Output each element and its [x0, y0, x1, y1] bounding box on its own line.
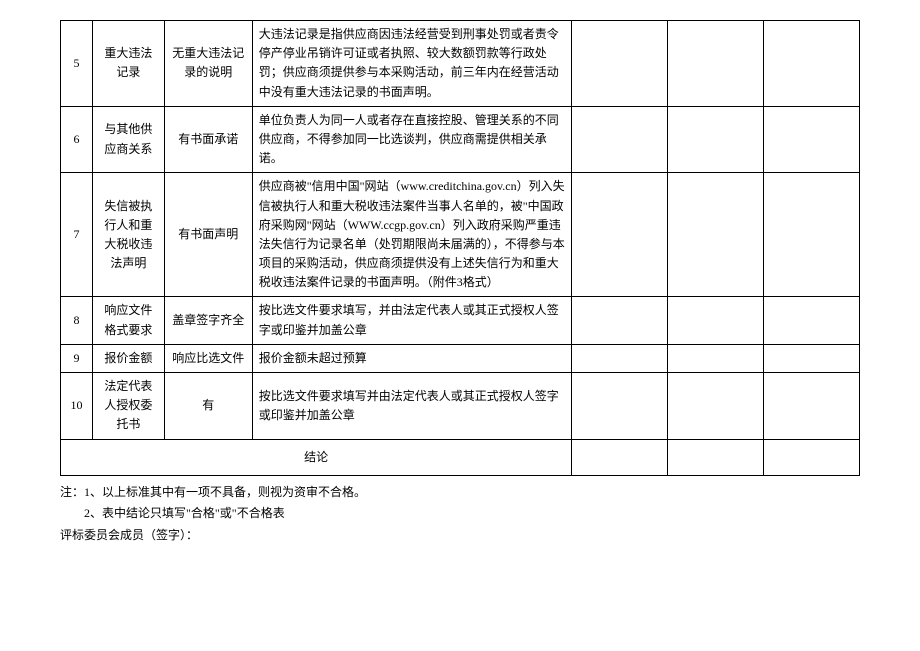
- row-criteria: 有书面声明: [164, 173, 252, 297]
- blank-cell: [668, 21, 764, 107]
- row-desc: 供应商被"信用中国"网站（www.creditchina.gov.cn）列入失信…: [252, 173, 572, 297]
- blank-cell: [764, 297, 860, 344]
- row-num: 9: [61, 344, 93, 372]
- row-criteria: 有: [164, 373, 252, 440]
- row-num: 6: [61, 106, 93, 173]
- table-row: 7 失信被执行人和重大税收违法声明 有书面声明 供应商被"信用中国"网站（www…: [61, 173, 860, 297]
- blank-cell: [764, 344, 860, 372]
- blank-cell: [668, 297, 764, 344]
- blank-cell: [668, 173, 764, 297]
- blank-cell: [764, 439, 860, 475]
- row-desc: 单位负责人为同一人或者存在直接控股、管理关系的不同供应商，不得参加同一比选谈判，…: [252, 106, 572, 173]
- note-2: 2、表中结论只填写"合格"或"不合格表: [60, 503, 860, 525]
- qualification-table: 5 重大违法记录 无重大违法记录的说明 大违法记录是指供应商因违法经营受到刑事处…: [60, 20, 860, 476]
- blank-cell: [572, 21, 668, 107]
- row-item: 法定代表人授权委托书: [92, 373, 164, 440]
- row-num: 10: [61, 373, 93, 440]
- blank-cell: [668, 106, 764, 173]
- blank-cell: [572, 344, 668, 372]
- table-row: 6 与其他供应商关系 有书面承诺 单位负责人为同一人或者存在直接控股、管理关系的…: [61, 106, 860, 173]
- blank-cell: [572, 106, 668, 173]
- conclusion-row: 结论: [61, 439, 860, 475]
- conclusion-label: 结论: [61, 439, 572, 475]
- row-item: 重大违法记录: [92, 21, 164, 107]
- row-desc: 报价金额未超过预算: [252, 344, 572, 372]
- blank-cell: [572, 173, 668, 297]
- row-item: 与其他供应商关系: [92, 106, 164, 173]
- blank-cell: [764, 106, 860, 173]
- row-criteria: 响应比选文件: [164, 344, 252, 372]
- row-num: 8: [61, 297, 93, 344]
- row-num: 5: [61, 21, 93, 107]
- row-desc: 大违法记录是指供应商因违法经营受到刑事处罚或者责令停产停业吊销许可证或者执照、较…: [252, 21, 572, 107]
- row-item: 报价金额: [92, 344, 164, 372]
- notes-section: 注：1、以上标准其中有一项不具备，则视为资审不合格。 2、表中结论只填写"合格"…: [60, 482, 860, 547]
- blank-cell: [764, 173, 860, 297]
- blank-cell: [764, 21, 860, 107]
- blank-cell: [668, 439, 764, 475]
- row-desc: 按比选文件要求填写并由法定代表人或其正式授权人签字或印鉴并加盖公章: [252, 373, 572, 440]
- table-row: 8 响应文件格式要求 盖章签字齐全 按比选文件要求填写，并由法定代表人或其正式授…: [61, 297, 860, 344]
- row-desc: 按比选文件要求填写，并由法定代表人或其正式授权人签字或印鉴并加盖公章: [252, 297, 572, 344]
- row-item: 失信被执行人和重大税收违法声明: [92, 173, 164, 297]
- signature-line: 评标委员会成员（签字）：: [60, 525, 860, 547]
- blank-cell: [572, 373, 668, 440]
- note-1: 注：1、以上标准其中有一项不具备，则视为资审不合格。: [60, 482, 860, 504]
- blank-cell: [764, 373, 860, 440]
- row-num: 7: [61, 173, 93, 297]
- row-criteria: 无重大违法记录的说明: [164, 21, 252, 107]
- table-row: 10 法定代表人授权委托书 有 按比选文件要求填写并由法定代表人或其正式授权人签…: [61, 373, 860, 440]
- blank-cell: [572, 297, 668, 344]
- blank-cell: [572, 439, 668, 475]
- table-row: 5 重大违法记录 无重大违法记录的说明 大违法记录是指供应商因违法经营受到刑事处…: [61, 21, 860, 107]
- table-row: 9 报价金额 响应比选文件 报价金额未超过预算: [61, 344, 860, 372]
- row-item: 响应文件格式要求: [92, 297, 164, 344]
- row-criteria: 有书面承诺: [164, 106, 252, 173]
- row-criteria: 盖章签字齐全: [164, 297, 252, 344]
- blank-cell: [668, 344, 764, 372]
- blank-cell: [668, 373, 764, 440]
